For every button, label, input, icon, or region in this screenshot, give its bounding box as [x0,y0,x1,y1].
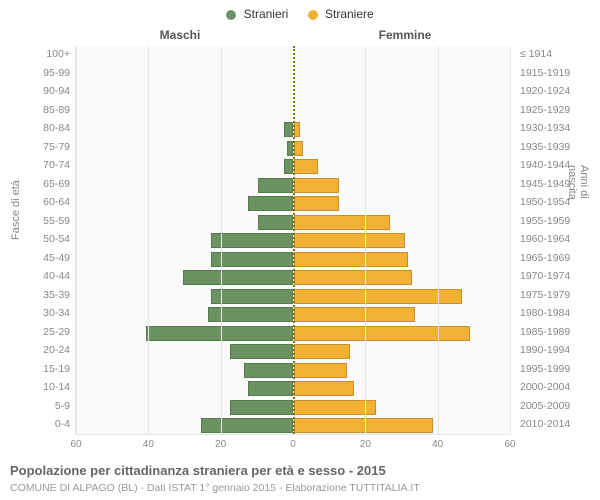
gridline [438,46,439,434]
bar-female [294,141,303,156]
bar-male [284,122,293,137]
bar-male [248,196,293,211]
birth-year-label: 1980-1984 [516,307,600,319]
legend-item-male: Stranieri [226,7,288,21]
legend-swatch-male [226,10,236,20]
chart-title: Popolazione per cittadinanza straniera p… [10,463,386,478]
bar-male [230,344,293,359]
bar-male [211,233,293,248]
birth-year-label: 1975-1979 [516,289,600,301]
bar-female [294,326,470,341]
legend-label-female: Straniere [325,7,374,21]
birth-year-label: 1925-1929 [516,104,600,116]
age-label: 80-84 [0,122,74,134]
legend-label-male: Stranieri [244,7,289,21]
bar-male [201,418,293,433]
birth-year-label: 2005-2009 [516,400,600,412]
gridline [148,46,149,434]
panel-header-female: Femmine [300,28,510,42]
birth-year-label: 1985-1989 [516,326,600,338]
age-label: 10-14 [0,381,74,393]
birth-year-label: 1955-1959 [516,215,600,227]
birth-year-label: 1950-1954 [516,196,600,208]
x-tick-label: 0 [290,439,296,450]
birth-year-label: 2010-2014 [516,418,600,430]
birth-year-label: 1965-1969 [516,252,600,264]
birth-year-label: 1930-1934 [516,122,600,134]
bar-male [230,400,293,415]
x-tick-label: 40 [432,439,443,450]
gridline [221,46,222,434]
age-label: 70-74 [0,159,74,171]
bar-female [294,363,347,378]
x-tick-label: 60 [70,439,81,450]
bar-male [211,252,293,267]
bar-female [294,381,354,396]
birth-year-label: 1940-1944 [516,159,600,171]
age-label: 35-39 [0,289,74,301]
age-label: 85-89 [0,104,74,116]
age-label: 75-79 [0,141,74,153]
bar-female [294,196,339,211]
chart-subtitle: COMUNE DI ALPAGO (BL) - Dati ISTAT 1° ge… [10,482,420,494]
age-label: 55-59 [0,215,74,227]
bar-female [294,159,318,174]
birth-year-label: 1960-1964 [516,233,600,245]
age-label: 20-24 [0,344,74,356]
bar-female [294,215,390,230]
birth-year-label: 1995-1999 [516,363,600,375]
gridline [76,46,77,434]
bar-male [284,159,293,174]
bar-male [258,178,293,193]
bar-female [294,307,415,322]
panel-header-male: Maschi [75,28,285,42]
population-pyramid-chart: Stranieri Straniere Maschi Femmine Fasce… [0,0,600,500]
age-label: 50-54 [0,233,74,245]
center-divider [293,46,295,434]
birth-year-label: 1970-1974 [516,270,600,282]
bar-male [183,270,294,285]
bar-male [258,215,293,230]
birth-year-label: 1920-1924 [516,85,600,97]
legend-swatch-female [308,10,318,20]
bar-female [294,270,412,285]
bar-female [294,252,408,267]
x-tick-label: 20 [215,439,226,450]
birth-year-label: 1935-1939 [516,141,600,153]
age-label: 5-9 [0,400,74,412]
age-label: 40-44 [0,270,74,282]
age-label: 65-69 [0,178,74,190]
age-label: 30-34 [0,307,74,319]
x-tick-label: 60 [504,439,515,450]
legend-item-female: Straniere [308,7,374,21]
age-label: 25-29 [0,326,74,338]
bar-female [294,418,433,433]
age-label: 45-49 [0,252,74,264]
age-label: 95-99 [0,67,74,79]
age-label: 60-64 [0,196,74,208]
bar-female [294,178,339,193]
age-label: 15-19 [0,363,74,375]
birth-year-label: 1915-1919 [516,67,600,79]
bar-male [244,363,293,378]
birth-year-label: 1990-1994 [516,344,600,356]
birth-year-label: ≤ 1914 [516,48,600,60]
age-label: 0-4 [0,418,74,430]
bar-female [294,400,376,415]
bar-female [294,233,405,248]
bar-male [248,381,293,396]
bar-male [211,289,293,304]
gridline [365,46,366,434]
x-tick-label: 20 [360,439,371,450]
plot-area: 6040200204060 [75,46,511,435]
age-label: 100+ [0,48,74,60]
age-label: 90-94 [0,85,74,97]
gridline [510,46,511,434]
birth-year-label: 2000-2004 [516,381,600,393]
x-tick-label: 40 [143,439,154,450]
birth-year-label: 1945-1949 [516,178,600,190]
bar-female [294,344,350,359]
legend: Stranieri Straniere [0,6,600,21]
